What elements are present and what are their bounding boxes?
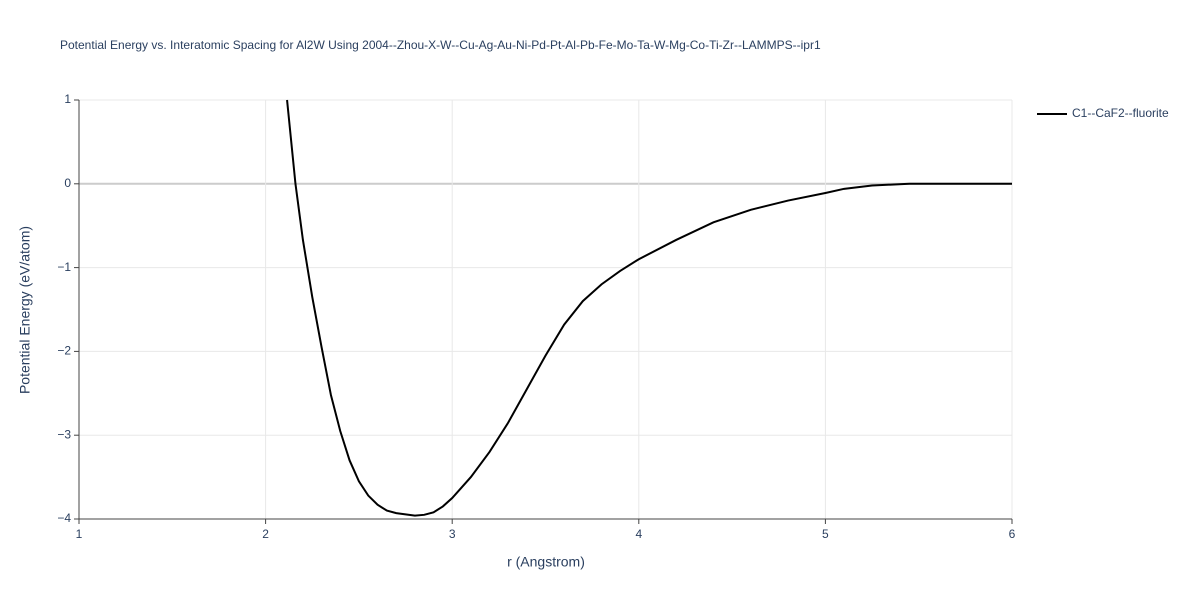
y-tick-label: 0 [64,176,71,190]
x-tick-label: 5 [822,527,829,541]
x-tick-label: 4 [635,527,642,541]
x-tick-label: 6 [1009,527,1016,541]
y-tick-label: −1 [57,260,71,274]
legend-label: C1--CaF2--fluorite [1072,106,1169,120]
x-axis-title: r (Angstrom) [507,554,585,570]
y-tick-label: −3 [57,427,71,441]
x-tick-label: 1 [76,527,83,541]
y-axis-title: Potential Energy (eV/atom) [17,226,33,394]
y-tick-label: −2 [57,344,71,358]
line-series [286,99,1012,517]
x-tick-label: 3 [449,527,456,541]
y-tick-label: −4 [57,511,71,525]
chart-title: Potential Energy vs. Interatomic Spacing… [60,38,821,52]
x-tick-label: 2 [262,527,269,541]
y-tick-label: 1 [64,92,71,106]
